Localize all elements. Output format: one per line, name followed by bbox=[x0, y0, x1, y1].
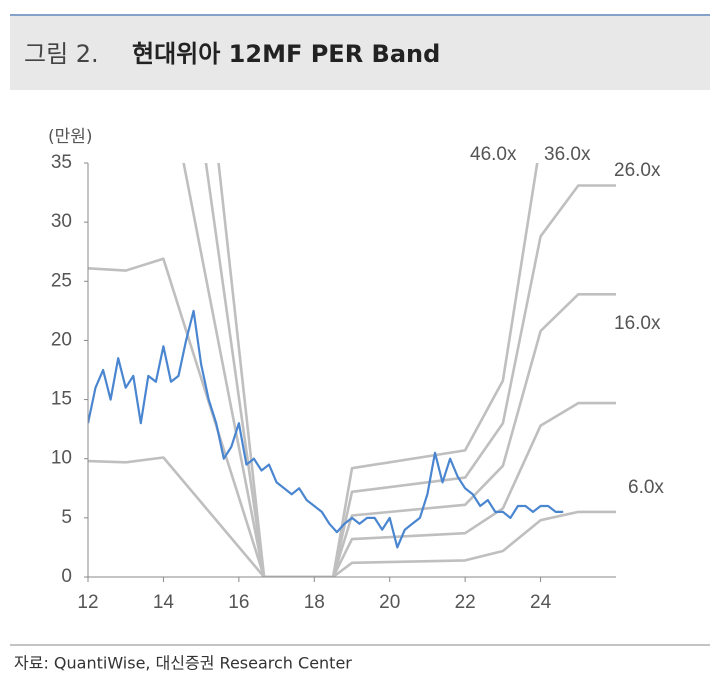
band-label: 6.0x bbox=[628, 477, 664, 498]
y-axis-label: (만원) bbox=[48, 127, 93, 147]
source: 자료: QuantiWise, 대신증권 Research Center bbox=[14, 654, 352, 673]
y-tick-label: 0 bbox=[61, 566, 72, 587]
x-tick-label: 22 bbox=[455, 592, 476, 613]
chart-title: 현대위아 12MF PER Band bbox=[132, 40, 440, 68]
x-tick-label: 18 bbox=[304, 592, 325, 613]
x-tick-label: 20 bbox=[379, 592, 400, 613]
x-tick-label: 16 bbox=[228, 592, 249, 613]
band-line bbox=[217, 163, 539, 577]
band-label: 16.0x bbox=[614, 313, 661, 334]
y-tick-label: 20 bbox=[51, 329, 72, 350]
band-label: 36.0x bbox=[544, 144, 591, 165]
band-label: 26.0x bbox=[614, 160, 661, 181]
band-line bbox=[88, 456, 616, 577]
y-tick-label: 25 bbox=[51, 270, 72, 291]
x-tick-label: 12 bbox=[77, 592, 98, 613]
figure-number: 그림 2. bbox=[24, 40, 99, 68]
price-line bbox=[88, 309, 564, 549]
title-bar bbox=[10, 16, 710, 90]
y-tick-label: 35 bbox=[51, 152, 72, 173]
x-tick-label: 14 bbox=[153, 592, 175, 613]
y-tick-label: 15 bbox=[51, 389, 72, 410]
band-label: 46.0x bbox=[470, 144, 517, 165]
y-tick-label: 10 bbox=[51, 448, 72, 469]
y-tick-label: 30 bbox=[51, 211, 72, 232]
band-line bbox=[88, 257, 616, 577]
band-line bbox=[204, 163, 616, 577]
x-tick-label: 24 bbox=[530, 592, 552, 613]
plot-area bbox=[88, 163, 616, 577]
y-tick-label: 5 bbox=[61, 507, 72, 528]
band-line bbox=[182, 163, 616, 577]
